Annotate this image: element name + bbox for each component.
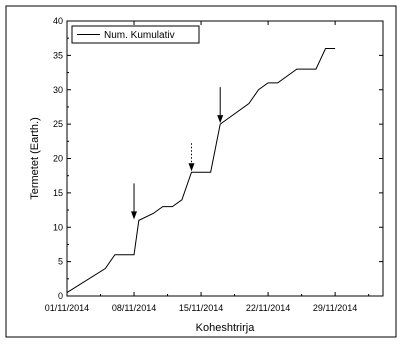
y-tick-label: 35 (53, 50, 63, 60)
y-tick-label: 0 (58, 291, 63, 301)
series-line-num-kumulativ (66, 48, 336, 293)
y-axis-title: Termetet (Earth.) (29, 117, 41, 200)
y-tick-label: 25 (53, 119, 63, 129)
y-tick-label: 15 (53, 188, 63, 198)
figure-border (5, 5, 397, 338)
annotation-arrowhead (217, 115, 224, 124)
x-tick-label: 15/11/2014 (179, 303, 223, 313)
y-tick-label: 30 (53, 85, 63, 95)
x-tick-label: 29/11/2014 (313, 303, 357, 313)
legend-label: Num. Kumulativ (104, 30, 175, 41)
legend-box (71, 25, 200, 44)
y-tick-label: 20 (53, 154, 63, 164)
x-tick-label: 08/11/2014 (112, 303, 156, 313)
y-tick-label: 5 (58, 257, 63, 267)
y-tick-label: 40 (53, 16, 63, 26)
y-tick-label: 10 (53, 222, 63, 232)
annotation-arrowhead (131, 211, 138, 220)
x-tick-label: 01/11/2014 (45, 303, 89, 313)
annotation-arrowhead (188, 163, 195, 172)
x-axis-title: Koheshtrirja (196, 322, 256, 334)
x-tick-label: 22/11/2014 (246, 303, 290, 313)
